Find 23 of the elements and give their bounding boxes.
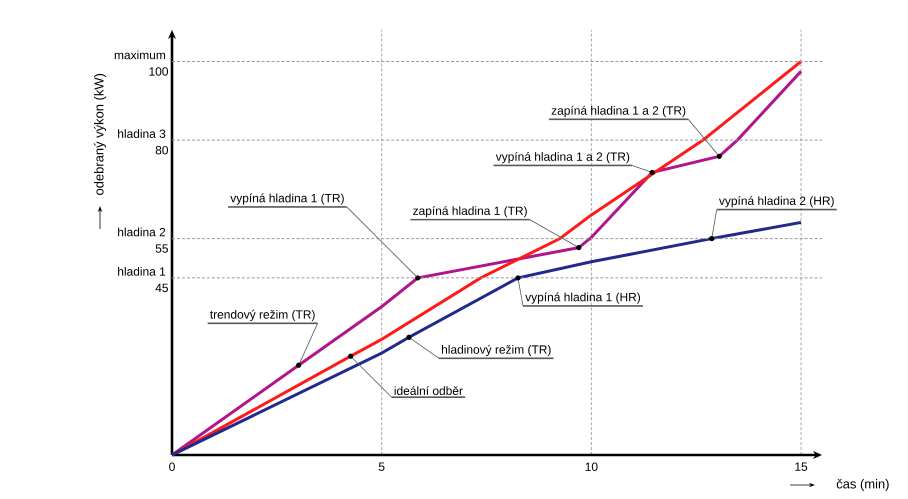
annotation: vypíná hladina 1 (HR): [525, 292, 640, 304]
x-tick-label: 5: [378, 462, 384, 471]
annotation: trendový režim (TR): [210, 310, 315, 322]
annotation: ideální odběr: [394, 386, 463, 396]
annotation: hladinový režim (TR): [442, 344, 551, 356]
x-tick-label: 15: [795, 462, 808, 471]
annotation: vypíná hladina 2 (HR): [718, 196, 834, 208]
x-tick-label: 10: [586, 462, 598, 471]
y-tick-label: 100: [149, 67, 168, 76]
annotation: vypíná hladina 1 (TR): [230, 193, 344, 205]
annotation: zapíná hladina 1 a 2 (TR): [552, 106, 686, 118]
y-tick-label: 80: [156, 146, 168, 154]
x-tick-label: 0: [169, 462, 175, 471]
y-axis-title: odebraný výkon (kW): [94, 74, 106, 195]
x-axis-title: čas (min): [836, 478, 889, 492]
ref-line-label: hladina 3: [118, 129, 166, 138]
ref-line-label: hladina 2: [118, 228, 166, 236]
ref-line-label: hladina 1: [118, 266, 166, 276]
annotation: zapíná hladina 1 (TR): [413, 206, 527, 218]
y-tick-label: 45: [155, 284, 168, 292]
y-tick-label: 55: [156, 244, 168, 253]
annotation: vypíná hladina 1 a 2 (TR): [496, 152, 630, 164]
ref-line-label: maximum: [114, 50, 166, 60]
